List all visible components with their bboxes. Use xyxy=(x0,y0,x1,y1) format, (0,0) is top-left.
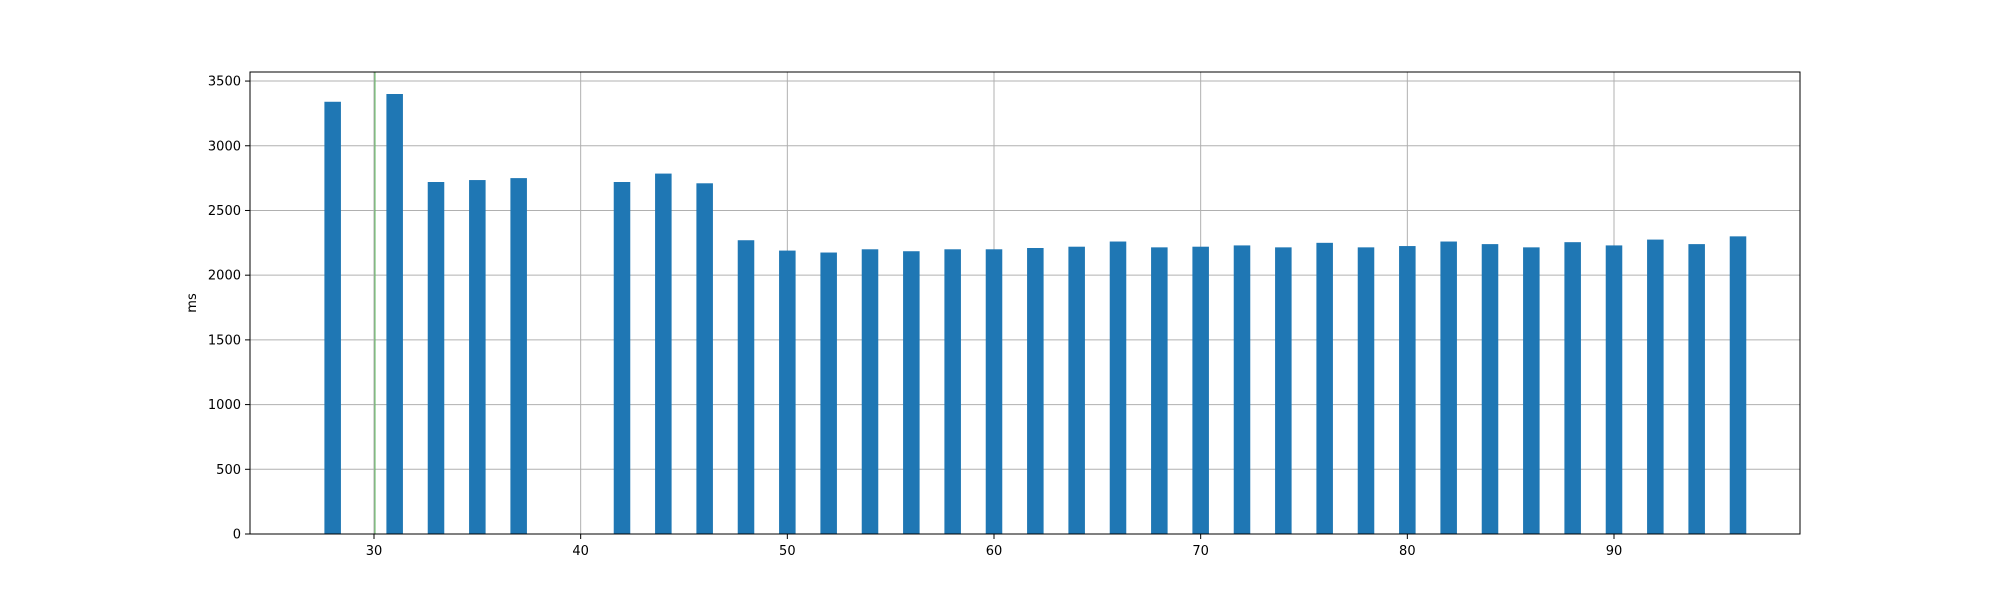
x-tick-label: 60 xyxy=(986,544,1003,559)
bar xyxy=(903,251,920,534)
y-tick-label: 1500 xyxy=(208,333,241,348)
bar xyxy=(1357,247,1375,534)
plot-frame xyxy=(249,71,1801,535)
bar xyxy=(944,249,961,534)
bar xyxy=(1523,247,1540,534)
bar xyxy=(779,250,796,534)
bar xyxy=(985,249,1003,534)
x-tick-label: 70 xyxy=(1192,544,1209,559)
bar xyxy=(1440,241,1457,534)
bar xyxy=(1151,247,1168,534)
x-tick-label: 90 xyxy=(1606,544,1623,559)
bar xyxy=(861,249,879,534)
bar xyxy=(1109,241,1127,534)
x-tick-label: 50 xyxy=(779,544,796,559)
y-tick-label: 2000 xyxy=(208,269,241,284)
bar xyxy=(1481,244,1499,534)
bars xyxy=(324,94,1747,535)
y-tick-label: 2500 xyxy=(208,204,241,219)
y-axis-label: ms xyxy=(185,293,200,313)
bar xyxy=(613,182,631,534)
x-tick-label: 30 xyxy=(366,544,383,559)
ticks: 0 500 1000 1500 2000 2500 3000 3500 30 40 50 60 70 80… xyxy=(208,75,1622,559)
bar xyxy=(1688,244,1705,534)
x-tick-label: 40 xyxy=(572,544,589,559)
bar xyxy=(324,101,341,534)
y-tick-label: 500 xyxy=(216,463,241,478)
bar xyxy=(1027,248,1044,534)
bar xyxy=(469,180,486,534)
bar xyxy=(1275,247,1292,534)
bar xyxy=(1647,239,1664,534)
bar xyxy=(1564,242,1581,535)
bar xyxy=(510,178,527,534)
y-tick-label: 1000 xyxy=(208,398,241,413)
bar xyxy=(655,173,672,534)
bar xyxy=(1729,236,1747,534)
bar xyxy=(696,183,713,534)
y-tick-label: 3500 xyxy=(208,75,241,90)
y-tick-label: 3000 xyxy=(208,139,241,154)
bar xyxy=(1399,246,1416,534)
bar xyxy=(1316,242,1333,534)
bar xyxy=(386,94,403,534)
bar xyxy=(1233,245,1251,535)
bar xyxy=(820,252,837,534)
bar xyxy=(737,240,755,534)
y-tick-label: 0 xyxy=(233,528,241,543)
x-tick-label: 80 xyxy=(1399,544,1416,559)
bar xyxy=(1068,246,1085,535)
bar xyxy=(1605,245,1623,535)
bar xyxy=(427,182,445,534)
bar xyxy=(1192,246,1209,535)
